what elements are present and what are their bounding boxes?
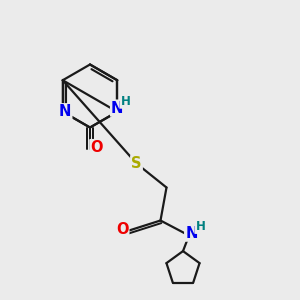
Text: H: H [196,220,205,233]
Text: N: N [59,104,71,119]
Text: N: N [185,226,198,241]
Text: O: O [90,140,103,155]
Text: H: H [120,95,130,108]
Text: O: O [116,222,128,237]
Text: N: N [111,101,124,116]
Text: S: S [131,156,142,171]
